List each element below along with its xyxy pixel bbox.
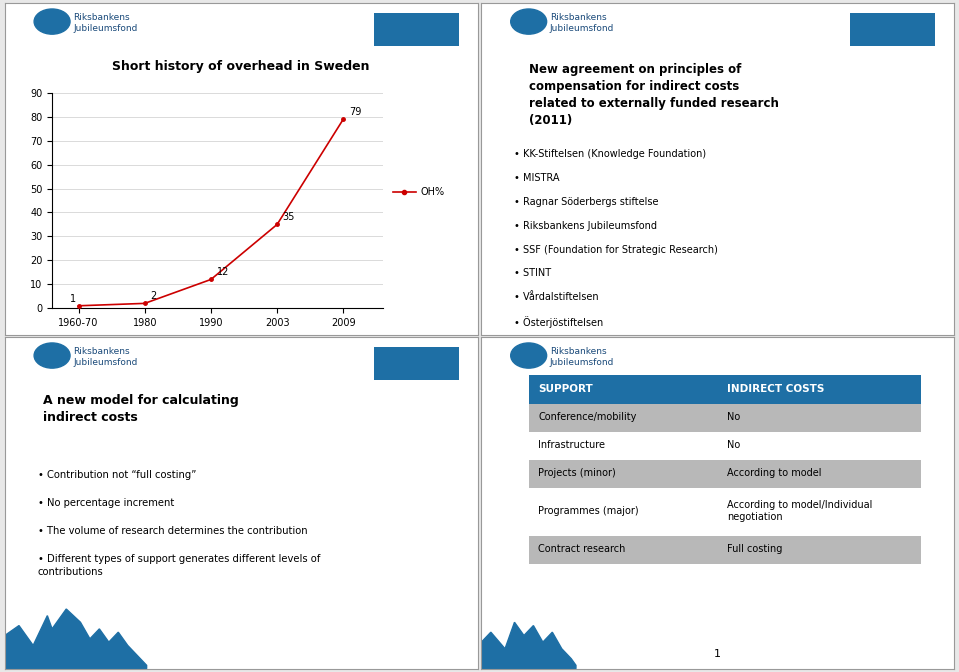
- Text: • KK-Stiftelsen (Knowledge Foundation): • KK-Stiftelsen (Knowledge Foundation): [514, 149, 707, 159]
- Bar: [528, 488, 717, 536]
- Bar: [374, 347, 458, 380]
- Text: Infrastructure: Infrastructure: [538, 440, 605, 450]
- Text: • The volume of research determines the contribution: • The volume of research determines the …: [38, 526, 308, 536]
- Text: • Different types of support generates different levels of
contributions: • Different types of support generates d…: [38, 554, 320, 577]
- Bar: [851, 13, 935, 46]
- Bar: [717, 431, 921, 460]
- Text: OH%: OH%: [421, 187, 445, 197]
- Text: • Vårdalstiftelsen: • Vårdalstiftelsen: [514, 292, 599, 302]
- Text: According to model: According to model: [727, 468, 822, 478]
- Circle shape: [511, 9, 547, 34]
- Text: Conference/mobility: Conference/mobility: [538, 412, 637, 422]
- Bar: [717, 376, 921, 404]
- Polygon shape: [481, 622, 576, 669]
- Polygon shape: [5, 609, 147, 669]
- Text: No: No: [727, 412, 740, 422]
- Text: Riksbankens
Jubileumsfond: Riksbankens Jubileumsfond: [550, 347, 615, 368]
- Text: New agreement on principles of
compensation for indirect costs
related to extern: New agreement on principles of compensat…: [528, 63, 779, 127]
- Text: • Riksbankens Jubileumsfond: • Riksbankens Jubileumsfond: [514, 220, 658, 230]
- Text: Projects (minor): Projects (minor): [538, 468, 616, 478]
- Text: INDIRECT COSTS: INDIRECT COSTS: [727, 384, 825, 394]
- Text: According to model/Individual
negotiation: According to model/Individual negotiatio…: [727, 500, 873, 522]
- Text: Programmes (major): Programmes (major): [538, 506, 639, 516]
- Circle shape: [511, 343, 547, 368]
- Text: 1: 1: [714, 648, 721, 659]
- Bar: [717, 404, 921, 431]
- Text: A new model for calculating
indirect costs: A new model for calculating indirect cos…: [42, 394, 239, 423]
- Bar: [374, 13, 458, 46]
- Text: • MISTRA: • MISTRA: [514, 173, 560, 183]
- Text: Riksbankens
Jubileumsfond: Riksbankens Jubileumsfond: [73, 347, 138, 368]
- Bar: [528, 536, 717, 564]
- Text: Short history of overhead in Sweden: Short history of overhead in Sweden: [112, 60, 370, 73]
- Bar: [528, 460, 717, 488]
- Bar: [717, 536, 921, 564]
- Circle shape: [35, 343, 70, 368]
- Text: • No percentage increment: • No percentage increment: [38, 498, 175, 508]
- Text: • Contribution not “full costing”: • Contribution not “full costing”: [38, 470, 197, 480]
- Text: SUPPORT: SUPPORT: [538, 384, 593, 394]
- Text: • SSF (Foundation for Strategic Research): • SSF (Foundation for Strategic Research…: [514, 245, 718, 255]
- Text: Full costing: Full costing: [727, 544, 783, 554]
- Text: Contract research: Contract research: [538, 544, 625, 554]
- Bar: [717, 488, 921, 536]
- Bar: [528, 404, 717, 431]
- Text: • Österjöstiftelsen: • Österjöstiftelsen: [514, 316, 604, 328]
- Bar: [528, 376, 717, 404]
- Text: • STINT: • STINT: [514, 268, 551, 278]
- Text: • Ragnar Söderbergs stiftelse: • Ragnar Söderbergs stiftelse: [514, 197, 659, 207]
- Text: Riksbankens
Jubileumsfond: Riksbankens Jubileumsfond: [73, 13, 138, 34]
- Bar: [717, 460, 921, 488]
- Bar: [528, 431, 717, 460]
- Circle shape: [35, 9, 70, 34]
- Text: No: No: [727, 440, 740, 450]
- Text: Riksbankens
Jubileumsfond: Riksbankens Jubileumsfond: [550, 13, 615, 34]
